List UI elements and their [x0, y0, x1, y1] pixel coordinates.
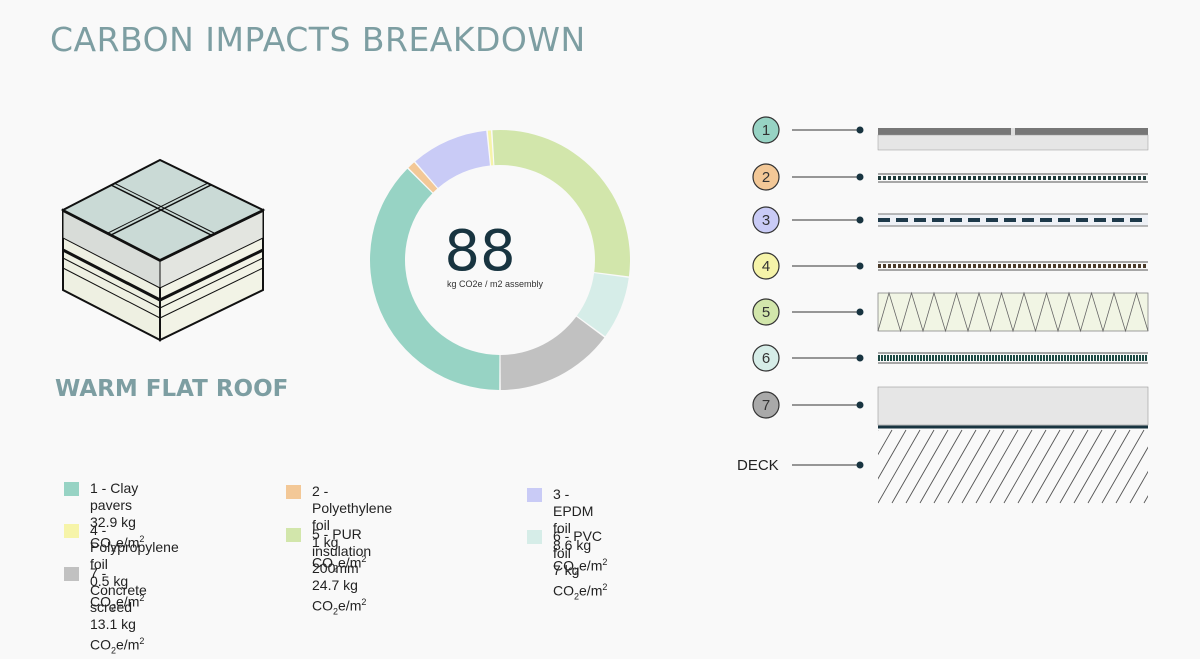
layer-row-2: 2 [752, 163, 864, 191]
donut-slice [487, 130, 494, 166]
layer-row-7: 7 [752, 391, 864, 419]
legend-item: 7 - Concrete screed 13.1 kg CO2e/m2 [64, 565, 147, 659]
legend-item: 2 - Polyethylene foil 1 kg CO2e/m2 [286, 483, 393, 577]
leader-dot [856, 354, 864, 362]
legend-swatch [64, 482, 79, 496]
legend-swatch [64, 567, 79, 581]
deck-label: DECK [737, 457, 779, 474]
legend-item: 6 - PVC foil 7 kg CO2e/m2 [527, 528, 608, 605]
layer-badge [752, 298, 780, 326]
layer-row-3: 3 [752, 206, 864, 234]
layer-badge [752, 252, 780, 280]
legend-swatch [286, 485, 301, 499]
layer-badge [752, 116, 780, 144]
legend-item: 4 - Polypropylene foil 0.5 kg CO2e/m2 [64, 522, 179, 616]
legend-label: 5 - PUR insulation 200mm [312, 526, 372, 576]
legend-value: 8.6 kg CO2e/m2 [553, 537, 608, 577]
legend-label: 4 - Polypropylene foil [90, 522, 179, 572]
deck-hatching [835, 429, 1155, 504]
donut-slice [408, 162, 438, 193]
leader-dot [856, 401, 864, 409]
donut-slice [500, 316, 605, 390]
layer-number: 7 [762, 397, 770, 414]
donut-slice [492, 130, 630, 277]
legend-swatch [286, 528, 301, 542]
donut-slice [370, 168, 500, 390]
layer-row-1: 1 [752, 116, 864, 144]
layer-number: 3 [762, 212, 770, 229]
leader-dot [856, 126, 864, 134]
legend-item: 1 - Clay pavers 32.9 kg CO2e/m2 [64, 480, 145, 557]
donut-slice [576, 273, 629, 337]
donut-chart [370, 130, 630, 390]
layer-section-diagram: 1 2 3 4 5 6 7 DECK [737, 116, 1155, 508]
layer-number: 2 [762, 169, 770, 186]
legend-value: 1 kg CO2e/m2 [312, 534, 367, 574]
legend-swatch [64, 524, 79, 538]
legend-value: 24.7 kg CO2e/m2 [312, 577, 367, 617]
layer-badge [752, 163, 780, 191]
legend-label: 1 - Clay pavers [90, 480, 139, 513]
legend-label: 2 - Polyethylene foil [312, 483, 393, 533]
layer-number: 4 [762, 258, 770, 275]
total-unit: kg CO2e / m2 assembly [447, 279, 544, 289]
legend-label: 6 - PVC foil [553, 528, 603, 561]
total-value: 88 [444, 219, 516, 284]
page-title: CARBON IMPACTS BREAKDOWN [50, 20, 586, 59]
legend-label: 7 - Concrete screed [90, 565, 147, 615]
assembly-name: WARM FLAT ROOF [55, 376, 289, 402]
leader-dot [856, 216, 864, 224]
donut-slice [415, 130, 490, 188]
layer-badge [752, 206, 780, 234]
layer-badge [752, 344, 780, 372]
roof-assembly-illustration [60, 158, 266, 342]
layer-number: 6 [762, 350, 770, 367]
layer-badge [752, 391, 780, 419]
layer-row-5: 5 [752, 298, 864, 326]
legend-item: 5 - PUR insulation 200mm 24.7 kg CO2e/m2 [286, 526, 372, 620]
leader-dot [856, 308, 864, 316]
layer-graphic-5 [877, 292, 1149, 332]
layer-row-4: 4 [752, 252, 864, 280]
legend-swatch [527, 488, 542, 502]
leader-dot [856, 173, 864, 181]
leader-dot [856, 262, 864, 270]
layer-number: 1 [762, 122, 770, 139]
legend-value: 0.5 kg CO2e/m2 [90, 573, 145, 613]
legend-value: 32.9 kg CO2e/m2 [90, 514, 145, 554]
legend-item: 3 - EPDM foil 8.6 kg CO2e/m2 [527, 486, 608, 580]
legend-swatch [527, 530, 542, 544]
legend-value: 13.1 kg CO2e/m2 [90, 616, 145, 656]
layer-graphic-7 [877, 386, 1149, 426]
layer-row-6: 6 [752, 344, 864, 372]
layer-number: 5 [762, 304, 770, 321]
legend-label: 3 - EPDM foil [553, 486, 594, 536]
legend-value: 7 kg CO2e/m2 [553, 562, 608, 602]
